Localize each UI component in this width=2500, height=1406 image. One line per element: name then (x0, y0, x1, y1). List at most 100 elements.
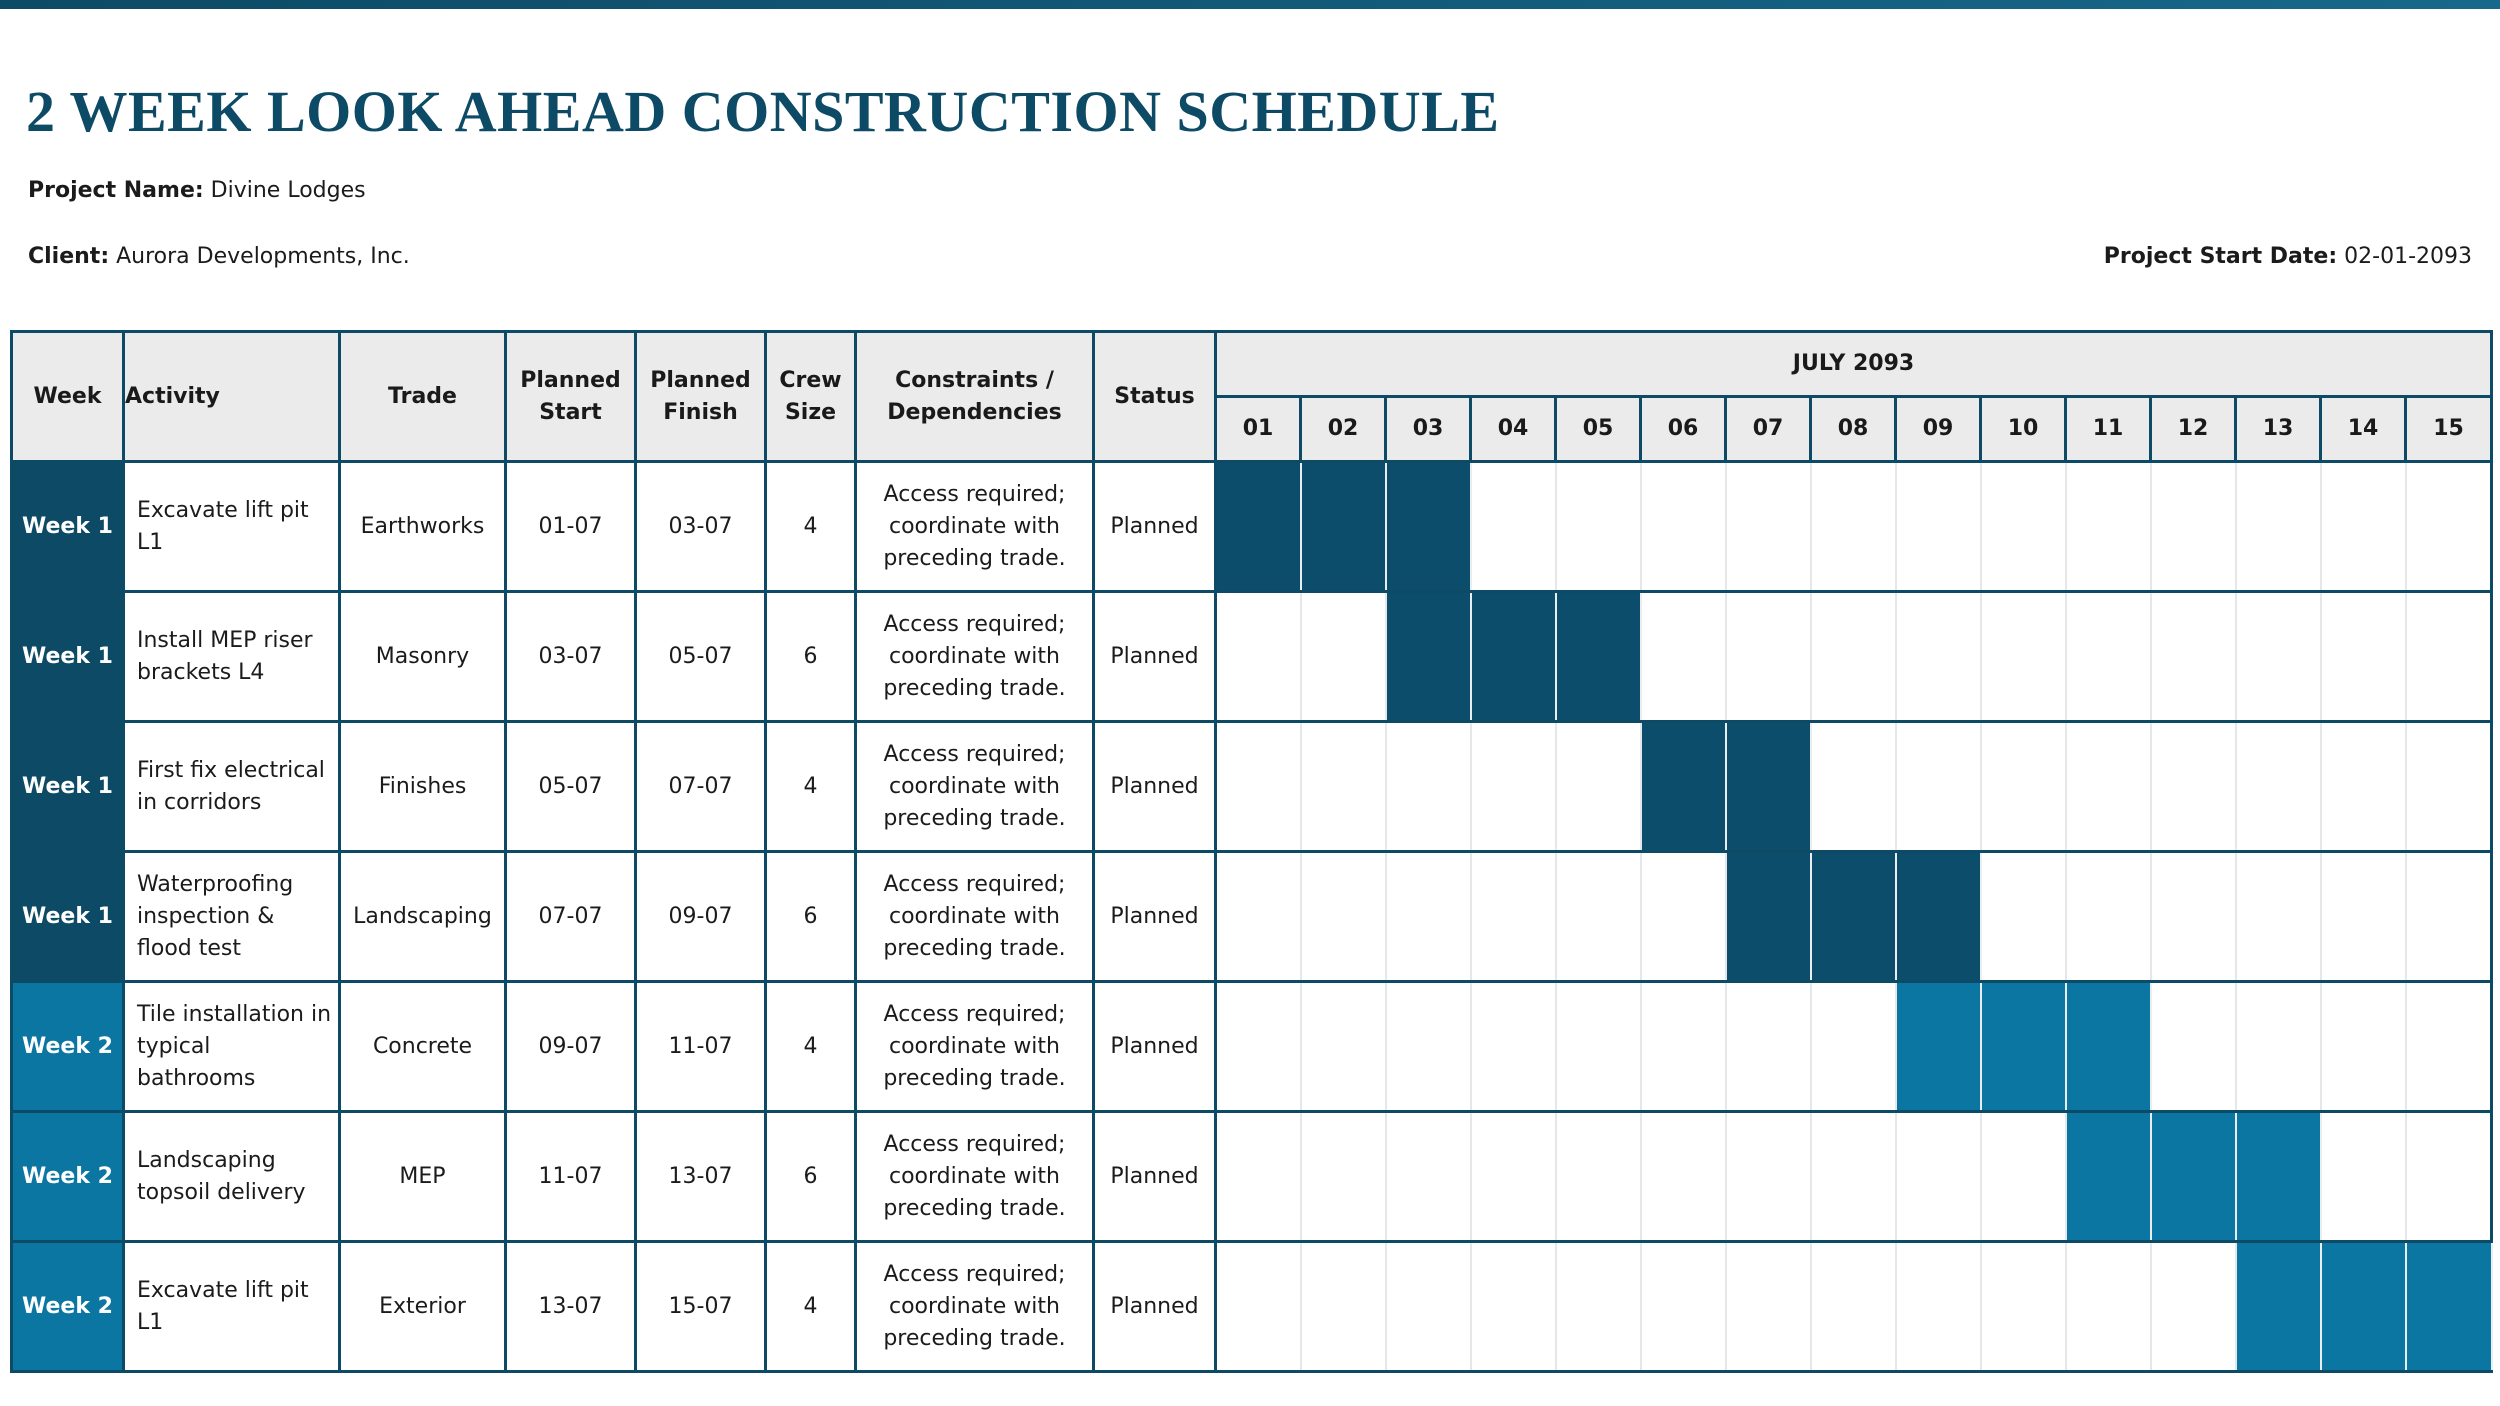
client-label: Client: (28, 244, 110, 269)
gantt-empty-cell (1724, 590, 1812, 723)
gantt-empty-cell (1469, 850, 1557, 983)
header-constraints: Constraints / Dependencies (854, 330, 1095, 463)
day-header: 06 (1639, 395, 1727, 463)
week-cell: Week 2 (10, 1110, 125, 1243)
planned-start-cell: 13-07 (504, 1240, 637, 1373)
gantt-bar-cell (1469, 590, 1557, 723)
planned-finish-cell: 03-07 (634, 460, 767, 593)
header-crew-size: Crew Size (764, 330, 857, 463)
gantt-empty-cell (1214, 850, 1302, 983)
activity-cell: First fix electrical in corridors (122, 720, 341, 853)
day-header: 14 (2319, 395, 2407, 463)
gantt-empty-cell (2404, 850, 2493, 983)
table-row: Week 1 First fix electrical in corridors F… (10, 720, 2493, 853)
gantt-bar-cell (1724, 720, 1812, 853)
gantt-empty-cell (2064, 720, 2152, 853)
gantt-empty-cell (2234, 460, 2322, 593)
constraints-cell: Access required; coordinate with precedi… (854, 850, 1095, 983)
activity-cell: Excavate lift pit L1 (122, 1240, 341, 1373)
gantt-empty-cell (1299, 1240, 1387, 1373)
gantt-empty-cell (2064, 590, 2152, 723)
gantt-empty-cell (1809, 590, 1897, 723)
day-header: 01 (1214, 395, 1302, 463)
gantt-bar-cell (1894, 850, 1982, 983)
planned-finish-cell: 07-07 (634, 720, 767, 853)
gantt-empty-cell (1554, 720, 1642, 853)
activity-cell: Excavate lift pit L1 (122, 460, 341, 593)
gantt-bar-cell (1384, 460, 1472, 593)
gantt-empty-cell (2404, 1110, 2493, 1243)
gantt-bar-cell (1299, 460, 1387, 593)
gantt-bar-cell (1809, 850, 1897, 983)
day-header-row: 01 02 03 04 05 06 07 08 09 10 11 12 13 14 15 (12, 395, 2493, 463)
trade-cell: Masonry (338, 590, 507, 723)
gantt-empty-cell (2404, 980, 2493, 1113)
gantt-empty-cell (1214, 590, 1302, 723)
schedule-table: Week Activity Trade Planned Start Planne… (10, 330, 2493, 1373)
gantt-empty-cell (2234, 850, 2322, 983)
gantt-empty-cell (2319, 980, 2407, 1113)
project-name: Project Name: Divine Lodges (28, 178, 366, 203)
gantt-empty-cell (2064, 850, 2152, 983)
header-planned-finish: Planned Finish (634, 330, 767, 463)
status-cell: Planned (1092, 1110, 1217, 1243)
day-header: 07 (1724, 395, 1812, 463)
planned-finish-cell: 11-07 (634, 980, 767, 1113)
header-week: Week (10, 330, 125, 463)
gantt-empty-cell (1639, 1240, 1727, 1373)
constraints-cell: Access required; coordinate with precedi… (854, 1240, 1095, 1373)
table-row: Week 2 Excavate lift pit L1 Exterior 13-07 1… (10, 1240, 2493, 1373)
start-date-value: 02-01-2093 (2344, 244, 2472, 269)
status-cell: Planned (1092, 590, 1217, 723)
gantt-empty-cell (1809, 720, 1897, 853)
gantt-empty-cell (1469, 460, 1557, 593)
gantt-empty-cell (1214, 1240, 1302, 1373)
gantt-empty-cell (2319, 460, 2407, 593)
planned-finish-cell: 05-07 (634, 590, 767, 723)
crew-size-cell: 6 (764, 850, 857, 983)
constraints-cell: Access required; coordinate with precedi… (854, 980, 1095, 1113)
activity-cell: Tile installation in typical bathrooms (122, 980, 341, 1113)
day-header: 02 (1299, 395, 1387, 463)
gantt-empty-cell (2149, 590, 2237, 723)
gantt-empty-cell (1554, 850, 1642, 983)
gantt-empty-cell (1809, 1110, 1897, 1243)
gantt-empty-cell (2234, 980, 2322, 1113)
gantt-empty-cell (1299, 720, 1387, 853)
gantt-empty-cell (1554, 460, 1642, 593)
crew-size-cell: 4 (764, 460, 857, 593)
crew-size-cell: 4 (764, 720, 857, 853)
gantt-empty-cell (1894, 1110, 1982, 1243)
day-header: 05 (1554, 395, 1642, 463)
gantt-bar-cell (1724, 850, 1812, 983)
gantt-empty-cell (1639, 460, 1727, 593)
trade-cell: MEP (338, 1110, 507, 1243)
week-cell: Week 2 (10, 980, 125, 1113)
gantt-empty-cell (1979, 460, 2067, 593)
planned-finish-cell: 09-07 (634, 850, 767, 983)
header-planned-start: Planned Start (504, 330, 637, 463)
gantt-empty-cell (1979, 590, 2067, 723)
crew-size-cell: 4 (764, 1240, 857, 1373)
gantt-empty-cell (1469, 720, 1557, 853)
status-cell: Planned (1092, 460, 1217, 593)
schedule-body: Week 1 Excavate lift pit L1 Earthworks 01-0… (10, 460, 2493, 1373)
gantt-empty-cell (2404, 460, 2493, 593)
day-header: 03 (1384, 395, 1472, 463)
week-cell: Week 1 (10, 720, 125, 853)
gantt-empty-cell (1724, 1110, 1812, 1243)
gantt-empty-cell (1724, 460, 1812, 593)
gantt-empty-cell (1809, 460, 1897, 593)
gantt-empty-cell (2234, 720, 2322, 853)
constraints-cell: Access required; coordinate with precedi… (854, 1110, 1095, 1243)
gantt-bar-cell (2064, 1110, 2152, 1243)
gantt-empty-cell (1299, 980, 1387, 1113)
day-header: 08 (1809, 395, 1897, 463)
gantt-empty-cell (1214, 1110, 1302, 1243)
status-cell: Planned (1092, 720, 1217, 853)
gantt-empty-cell (1469, 1240, 1557, 1373)
crew-size-cell: 4 (764, 980, 857, 1113)
gantt-empty-cell (2404, 720, 2493, 853)
header-status: Status (1092, 330, 1217, 463)
gantt-empty-cell (1894, 460, 1982, 593)
